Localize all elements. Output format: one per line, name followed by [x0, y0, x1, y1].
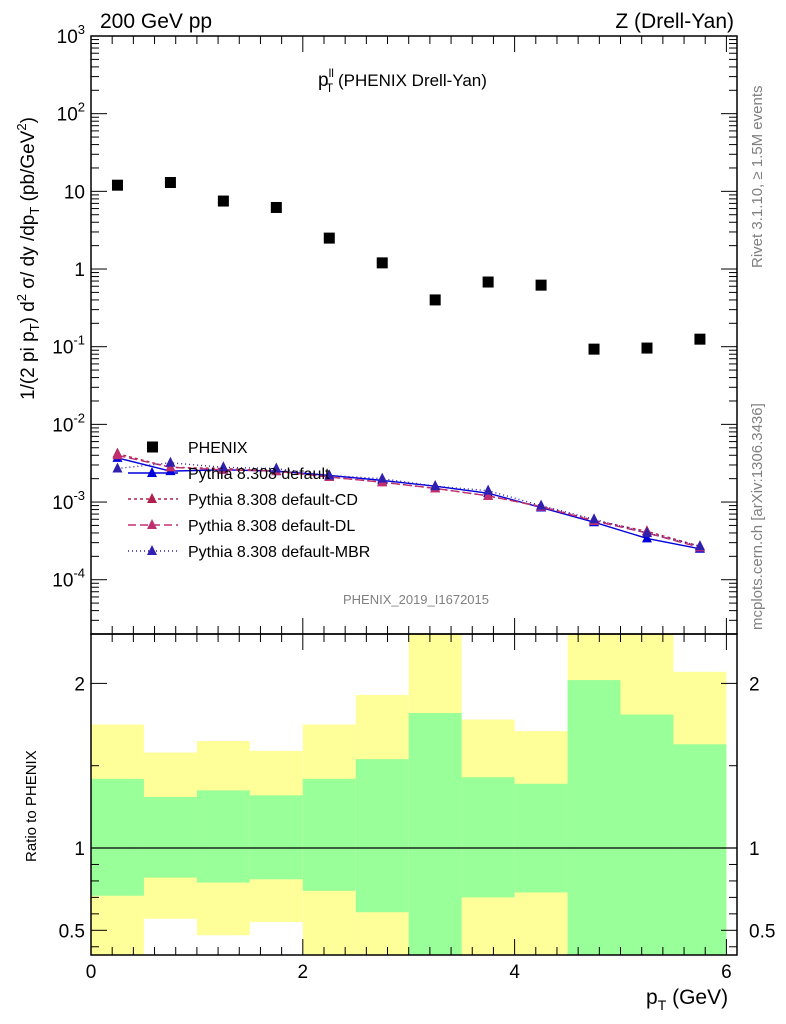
main-frame — [90, 35, 738, 635]
y-tick-label: 10-3 — [52, 488, 85, 514]
data-point — [217, 195, 229, 207]
ratio-band-green — [673, 744, 727, 955]
series-point — [112, 449, 123, 460]
series-point — [112, 462, 123, 473]
x-tick-label: 6 — [721, 962, 732, 983]
series-point — [641, 526, 652, 537]
data-point — [482, 276, 494, 288]
ratio-panel: 0.5 0.5 1 1 2 2 0 2 4 6 — [59, 36, 775, 983]
data-point — [694, 333, 706, 345]
series-point — [641, 532, 652, 543]
y-tick-label: 102 — [57, 100, 85, 126]
ratio-tick-label-right: 2 — [749, 674, 760, 695]
ratio-band-green — [249, 795, 303, 880]
y-tick-label: 1 — [74, 260, 85, 281]
x-tick-label: 4 — [509, 962, 520, 983]
y-tick-label: 10 — [64, 182, 85, 203]
data-point — [376, 257, 388, 269]
data-point — [588, 343, 600, 355]
ratio-y-label: Ratio to PHENIX — [23, 750, 40, 862]
ratio-band-green — [196, 790, 250, 883]
ratio-band-green — [408, 713, 462, 955]
legend-marker — [147, 545, 157, 555]
data-point — [111, 179, 123, 191]
mcplots-label: mcplots.cern.ch [arXiv:1306.3436] — [749, 403, 766, 630]
ratio-tick-label: 0.5 — [59, 921, 85, 942]
legend-label: Pythia 8.308 default — [188, 466, 330, 483]
series-point — [271, 462, 282, 473]
x-tick-label: 2 — [298, 962, 309, 983]
series-point — [483, 489, 494, 500]
ratio-tick-label: 1 — [74, 839, 85, 860]
legend-marker — [147, 441, 158, 453]
y-tick-label: 10-2 — [52, 410, 85, 436]
legend-label: Pythia 8.308 default-CD — [188, 492, 358, 509]
data-point — [270, 201, 282, 213]
main-y-label: 1/(2 pi pT) d2 σ/ dy /dpT (pb/GeV2) — [14, 117, 42, 400]
analysis-id: PHENIX_2019_I1672015 — [343, 592, 489, 607]
series-point — [483, 484, 494, 495]
data-point — [641, 342, 653, 354]
ratio-band-green — [461, 777, 515, 898]
x-axis-label: pT (GeV) — [646, 986, 728, 1013]
ratio-band-green — [567, 680, 621, 955]
legend-label: Pythia 8.308 default-MBR — [188, 544, 370, 561]
data-point — [164, 176, 176, 188]
data-point — [535, 279, 547, 291]
x-tick-label: 0 — [86, 962, 97, 983]
ratio-band-green — [355, 759, 409, 913]
series-point — [589, 513, 600, 524]
y-tick-label: 10-4 — [52, 566, 85, 592]
series-point — [165, 456, 176, 467]
main-panel: 10-4 10-3 10-2 10-1 1 10 102 103 — [52, 22, 738, 635]
series-point — [536, 499, 547, 510]
series-point — [218, 461, 229, 472]
series-point — [324, 469, 335, 480]
ratio-band-green — [620, 714, 674, 955]
ratio-band-green — [91, 778, 144, 896]
series-point — [377, 472, 388, 483]
legend-label: Pythia 8.308 default-DL — [188, 518, 355, 535]
ratio-band-green — [143, 796, 197, 878]
legend: PHENIX Pythia 8.308 default Pythia 8.308 d… — [128, 440, 370, 561]
y-tick-label: 103 — [57, 22, 85, 48]
ratio-tick-label: 2 — [74, 674, 85, 695]
series-point — [430, 480, 441, 491]
ratio-tick-label-right: 1 — [749, 839, 760, 860]
rivet-label: Rivet 3.1.10, ≥ 1.5M events — [749, 86, 766, 269]
legend-marker — [147, 519, 157, 529]
data-point — [323, 232, 335, 244]
series-line — [117, 452, 701, 547]
series-line — [117, 454, 701, 549]
ratio-tick-label-right: 0.5 — [749, 921, 775, 942]
y-tick-label: 10-1 — [52, 333, 85, 359]
header-right: Z (Drell-Yan) — [615, 10, 734, 33]
legend-marker — [147, 467, 157, 477]
main-title: pll T (PHENIX Drell-Yan) — [318, 66, 487, 95]
series-line — [117, 462, 701, 547]
ratio-band-green — [514, 783, 568, 893]
ratio-band-green — [302, 778, 356, 891]
legend-label: PHENIX — [188, 440, 248, 457]
header-left: 200 GeV pp — [100, 10, 212, 33]
data-point — [429, 294, 441, 306]
legend-marker — [147, 493, 157, 503]
series-point — [694, 540, 705, 551]
